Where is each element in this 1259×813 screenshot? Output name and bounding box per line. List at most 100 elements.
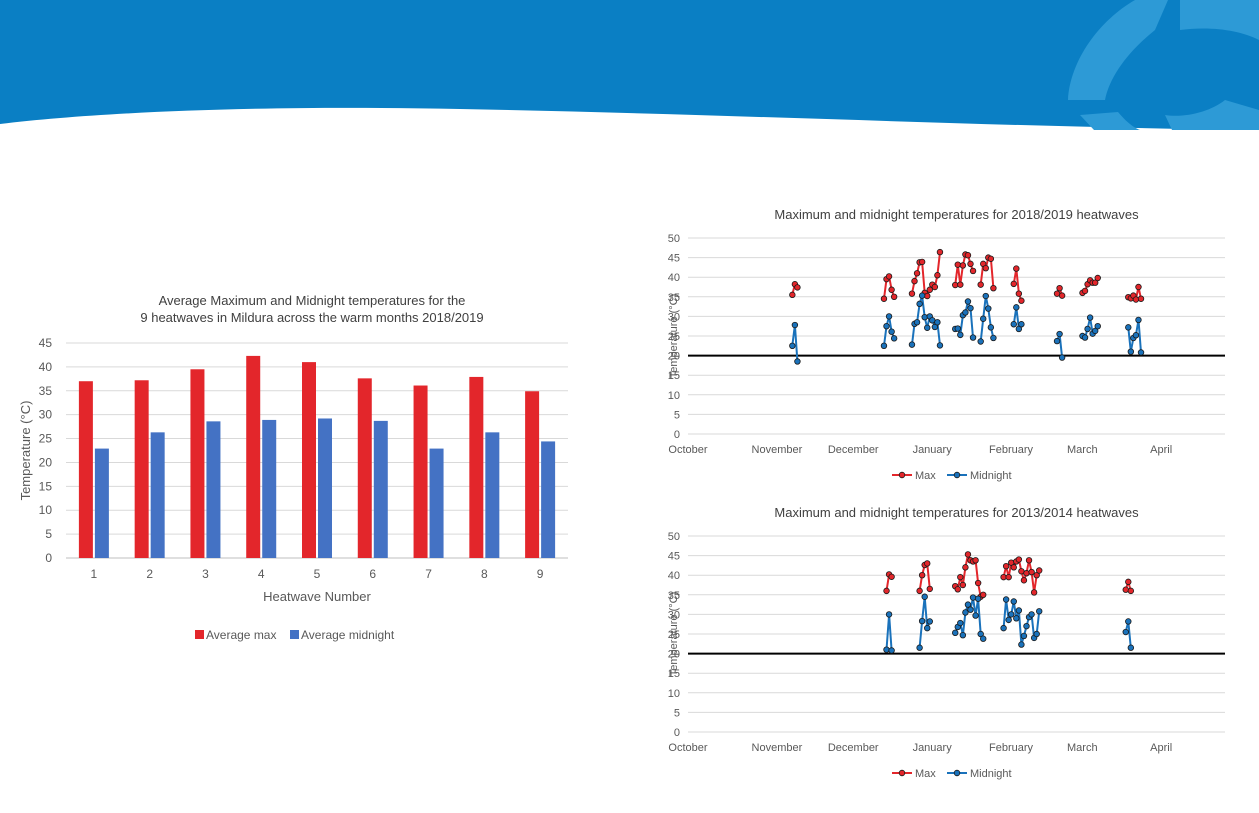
- y-tick-label: 5: [674, 409, 680, 421]
- max-point: [926, 286, 933, 293]
- max-point: [936, 248, 944, 256]
- bar-average-midnight: [206, 421, 221, 558]
- y-tick-label: 25: [668, 331, 680, 343]
- logo-ring-icon: [1068, 0, 1259, 130]
- max-point: [954, 586, 961, 593]
- max-point: [1010, 280, 1017, 288]
- max-point: [918, 258, 926, 266]
- midnight-point: [1125, 618, 1132, 625]
- y-tick-label: 25: [39, 432, 53, 446]
- midnight-point: [982, 292, 989, 300]
- legend-label: Midnight: [970, 768, 1012, 780]
- midnight-point: [1137, 349, 1145, 356]
- max-point: [967, 260, 974, 268]
- max-point: [794, 284, 801, 291]
- x-tick-label: March: [1067, 444, 1098, 456]
- y-tick-label: 40: [668, 570, 680, 582]
- max-point: [1010, 564, 1017, 571]
- midnight-point: [969, 334, 977, 341]
- max-point: [916, 587, 923, 595]
- midnight-point: [883, 322, 890, 330]
- max-point: [1081, 287, 1089, 295]
- midnight-point: [1000, 624, 1007, 632]
- chart-title-line: Average Maximum and Midnight temperature…: [159, 293, 466, 308]
- midnight-point: [985, 305, 992, 312]
- banner-wave: [0, 0, 1259, 130]
- y-tick-label: 45: [668, 551, 680, 563]
- midnight-point: [934, 319, 941, 326]
- max-point: [789, 291, 796, 299]
- y-tick-label: 20: [39, 455, 53, 469]
- max-point: [954, 261, 961, 268]
- max-point: [957, 573, 964, 581]
- bar-average-midnight: [429, 448, 444, 558]
- y-tick-label: 5: [674, 707, 680, 719]
- max-point: [972, 557, 979, 564]
- max-point: [1127, 587, 1135, 595]
- midnight-point: [1018, 641, 1025, 648]
- midnight-point: [957, 331, 964, 339]
- midnight-point: [1053, 337, 1061, 345]
- midnight-point: [962, 609, 969, 616]
- y-tick-label: 35: [668, 292, 680, 304]
- max-point: [883, 587, 890, 595]
- midnight-point: [1122, 628, 1129, 636]
- max-point: [957, 281, 964, 288]
- legend-marker: [898, 471, 906, 479]
- y-tick-label: 40: [39, 360, 53, 374]
- midnight-point: [885, 611, 893, 618]
- y-tick-label: 35: [39, 384, 53, 398]
- midnight-point: [1033, 630, 1040, 638]
- midnight-point: [883, 646, 890, 653]
- midnight-point: [791, 321, 799, 329]
- chart-title: Maximum and midnight temperatures for 20…: [774, 505, 1139, 520]
- max-point: [1058, 292, 1066, 299]
- x-tick-label: 9: [537, 567, 544, 581]
- midnight-point: [952, 629, 959, 637]
- midnight-point: [964, 601, 972, 608]
- y-tick-label: 30: [668, 311, 680, 323]
- midnight-point: [987, 324, 995, 331]
- bar-average-midnight: [150, 432, 165, 558]
- x-tick-label: 7: [425, 567, 432, 581]
- max-point: [1135, 283, 1142, 291]
- bar-average-midnight: [262, 419, 277, 558]
- chart-title-line: 9 heatwaves in Mildura across the warm m…: [140, 310, 483, 325]
- max-point: [980, 591, 987, 598]
- bar-average-midnight: [373, 420, 388, 558]
- legend-swatch: [195, 630, 204, 639]
- bar-average-midnight: [94, 448, 109, 558]
- bar-average-midnight: [318, 418, 332, 558]
- x-tick-label: December: [828, 742, 879, 754]
- max-point: [926, 585, 933, 593]
- midnight-point: [1023, 622, 1030, 630]
- x-tick-label: December: [828, 444, 879, 456]
- x-tick-label: April: [1150, 444, 1172, 456]
- midnight-point: [921, 313, 928, 321]
- x-tick-label: January: [913, 444, 953, 456]
- max-point: [888, 286, 895, 293]
- midnight-point: [980, 315, 987, 322]
- y-tick-label: 15: [39, 479, 53, 493]
- max-point: [1132, 296, 1140, 303]
- max-point: [1137, 295, 1145, 302]
- y-tick-label: 25: [668, 629, 680, 641]
- x-tick-label: 5: [314, 567, 321, 581]
- midnight-point: [1002, 596, 1010, 603]
- max-point: [888, 573, 895, 580]
- midnight-point: [1056, 330, 1063, 338]
- y-tick-label: 30: [668, 609, 680, 621]
- y-tick-label: 30: [39, 408, 53, 422]
- max-point: [1015, 556, 1023, 563]
- y-tick-label: 50: [668, 233, 680, 245]
- midnight-point: [916, 644, 923, 651]
- max-point: [931, 283, 939, 291]
- chart-title: Maximum and midnight temperatures for 20…: [774, 207, 1139, 222]
- y-tick-label: 5: [45, 527, 52, 541]
- max-point: [987, 255, 995, 262]
- max-point: [1125, 578, 1132, 586]
- midnight-point: [888, 328, 895, 335]
- midnight-point: [926, 618, 933, 625]
- max-point: [1013, 265, 1020, 272]
- x-tick-label: November: [752, 742, 803, 754]
